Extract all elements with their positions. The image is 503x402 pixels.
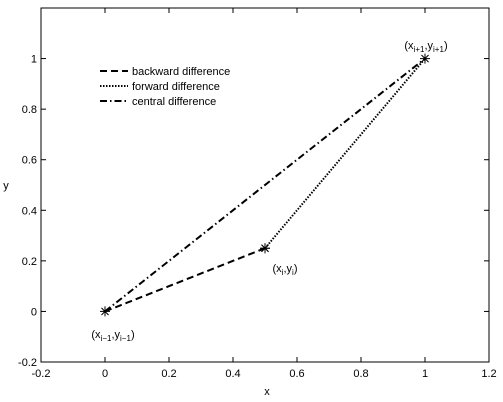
series-line — [104, 247, 266, 313]
x-tick-label: 0.6 — [289, 368, 304, 380]
annotation-text: ) — [131, 329, 135, 341]
x-tick-label: 0 — [102, 368, 108, 380]
x-axis-label: x — [264, 386, 270, 398]
annotation-text: ,y — [111, 329, 120, 341]
y-tick-label: -0.2 — [18, 357, 37, 369]
y-tick-label: 0 — [31, 306, 37, 318]
annotation-text: (x — [273, 263, 283, 275]
annotation-subscript: i — [282, 268, 284, 277]
marker — [100, 306, 110, 317]
annotation-text: ,y — [424, 40, 433, 52]
annotation-subscript: i−1 — [101, 334, 112, 343]
annotation-subscript: i−1 — [120, 334, 131, 343]
annotation-subscript: i+1 — [433, 45, 444, 54]
x-tick-label: -0.2 — [32, 368, 51, 380]
y-tick-label: 0.4 — [22, 205, 37, 217]
annotation: (xi,yi) — [273, 263, 298, 277]
annotation-text: (x — [91, 329, 101, 341]
legend-label: central difference — [132, 96, 216, 108]
annotation-text: ) — [444, 40, 448, 52]
y-tick-label: 0.2 — [22, 256, 37, 268]
annotation: (xi+1,yi+1) — [404, 40, 447, 54]
series-line — [104, 57, 426, 313]
annotation-text: ) — [294, 263, 298, 275]
x-tick-label: 1.2 — [481, 368, 496, 380]
x-tick-label: 0.4 — [225, 368, 240, 380]
y-tick-label: 0.6 — [22, 155, 37, 167]
annotation: (xi−1,yi−1) — [91, 329, 134, 343]
marker — [260, 243, 270, 254]
annotation-text: (x — [404, 40, 414, 52]
x-tick-label: 0.2 — [161, 368, 176, 380]
annotation-subscript: i+1 — [414, 45, 425, 54]
x-tick-label: 0.8 — [353, 368, 368, 380]
legend-label: forward difference — [132, 81, 220, 93]
marker — [420, 53, 430, 64]
y-axis-label: y — [3, 180, 9, 192]
y-tick-label: 0.8 — [22, 104, 37, 116]
plot-frame — [40, 7, 490, 363]
y-tick-label: 1 — [31, 54, 37, 66]
series-line — [264, 57, 426, 249]
x-tick-label: 1 — [422, 368, 428, 380]
annotation-subscript: i — [292, 268, 294, 277]
legend-label: backward difference — [132, 66, 230, 78]
annotation-text: ,y — [283, 263, 292, 275]
